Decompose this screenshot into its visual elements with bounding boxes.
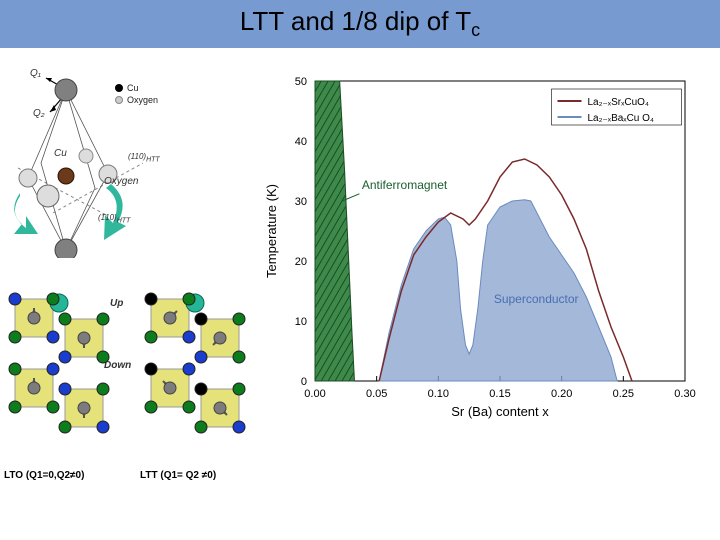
svg-text:La₂₋ₓSrₓCuO₄: La₂₋ₓSrₓCuO₄ bbox=[588, 97, 650, 108]
title-text: LTT and 1/8 dip of Tc bbox=[240, 6, 480, 41]
axis-110bar-label: (1̄10)HTT bbox=[98, 213, 130, 225]
legend-ox-label: Oxygen bbox=[127, 95, 158, 105]
atom-cu-center bbox=[58, 168, 74, 184]
svg-text:La₂₋ₓBaₓCu O₄: La₂₋ₓBaₓCu O₄ bbox=[588, 113, 655, 124]
title-sub: c bbox=[471, 21, 480, 41]
legend-cu-dot bbox=[115, 84, 123, 92]
q2-label: Q₂ bbox=[33, 108, 45, 119]
atom-apical-top bbox=[55, 79, 77, 101]
svg-text:0: 0 bbox=[301, 376, 307, 388]
legend-cu: Cu bbox=[115, 83, 158, 93]
oxy-atom-label: Oxygen bbox=[104, 176, 138, 187]
legend-ox: Oxygen bbox=[115, 95, 158, 105]
octa-legend: Cu Oxygen bbox=[115, 83, 158, 105]
svg-text:0.30: 0.30 bbox=[674, 388, 695, 400]
content: Q₁ Q₂ Cu Oxygen (110)HTT (1̄10)HTT Cu Ox… bbox=[0, 48, 720, 540]
ltt-title: LTT (Q1= Q2 ≠0) bbox=[140, 470, 216, 481]
rotation-arrow-left bbox=[14, 193, 38, 234]
atom-apical-bottom bbox=[55, 239, 77, 258]
svg-text:30: 30 bbox=[295, 196, 307, 208]
svg-text:0.15: 0.15 bbox=[489, 388, 510, 400]
svg-text:Temperature (K): Temperature (K) bbox=[264, 184, 279, 278]
atom-ox-1 bbox=[19, 169, 37, 187]
structures-figure: Up Down LTO (Q1=0,Q2≠0) LTT (Q1= Q2 ≠0) bbox=[4, 288, 260, 498]
atom-ox-3 bbox=[37, 185, 59, 207]
atom-ox-4 bbox=[79, 149, 93, 163]
svg-text:10: 10 bbox=[295, 316, 307, 328]
svg-text:0.00: 0.00 bbox=[304, 388, 325, 400]
svg-text:40: 40 bbox=[295, 136, 307, 148]
title-bar: LTT and 1/8 dip of Tc bbox=[0, 0, 720, 48]
right-column: 0.00 0.05 0.10 0.15 0.20 0.25 0.30 0 10 20 30 40 50 A… bbox=[260, 48, 720, 540]
lto-svg bbox=[4, 288, 124, 468]
cu-atom-label: Cu bbox=[54, 148, 67, 159]
svg-text:0.25: 0.25 bbox=[613, 388, 634, 400]
svg-text:Superconductor: Superconductor bbox=[494, 292, 579, 306]
slide: LTT and 1/8 dip of Tc bbox=[0, 0, 720, 540]
title-pre: LTT and 1/8 dip of T bbox=[240, 6, 471, 36]
svg-text:Sr (Ba) content x: Sr (Ba) content x bbox=[451, 404, 549, 419]
axis110-label: (110)HTT bbox=[128, 152, 160, 164]
ltt-svg bbox=[140, 288, 260, 468]
legend-ox-dot bbox=[115, 96, 123, 104]
svg-text:0.05: 0.05 bbox=[366, 388, 387, 400]
left-column: Q₁ Q₂ Cu Oxygen (110)HTT (1̄10)HTT Cu Ox… bbox=[0, 48, 260, 540]
svg-text:0.20: 0.20 bbox=[551, 388, 572, 400]
q1-label: Q₁ bbox=[30, 68, 41, 79]
phase-chart: 0.00 0.05 0.10 0.15 0.20 0.25 0.30 0 10 20 30 40 50 A… bbox=[260, 66, 700, 426]
svg-text:0.10: 0.10 bbox=[428, 388, 449, 400]
lto-title: LTO (Q1=0,Q2≠0) bbox=[4, 470, 84, 481]
svg-text:Antiferromagnet: Antiferromagnet bbox=[362, 178, 448, 192]
rotation-arrow-right bbox=[104, 184, 126, 240]
svg-text:50: 50 bbox=[295, 76, 307, 88]
svg-text:20: 20 bbox=[295, 256, 307, 268]
legend-cu-label: Cu bbox=[127, 83, 139, 93]
